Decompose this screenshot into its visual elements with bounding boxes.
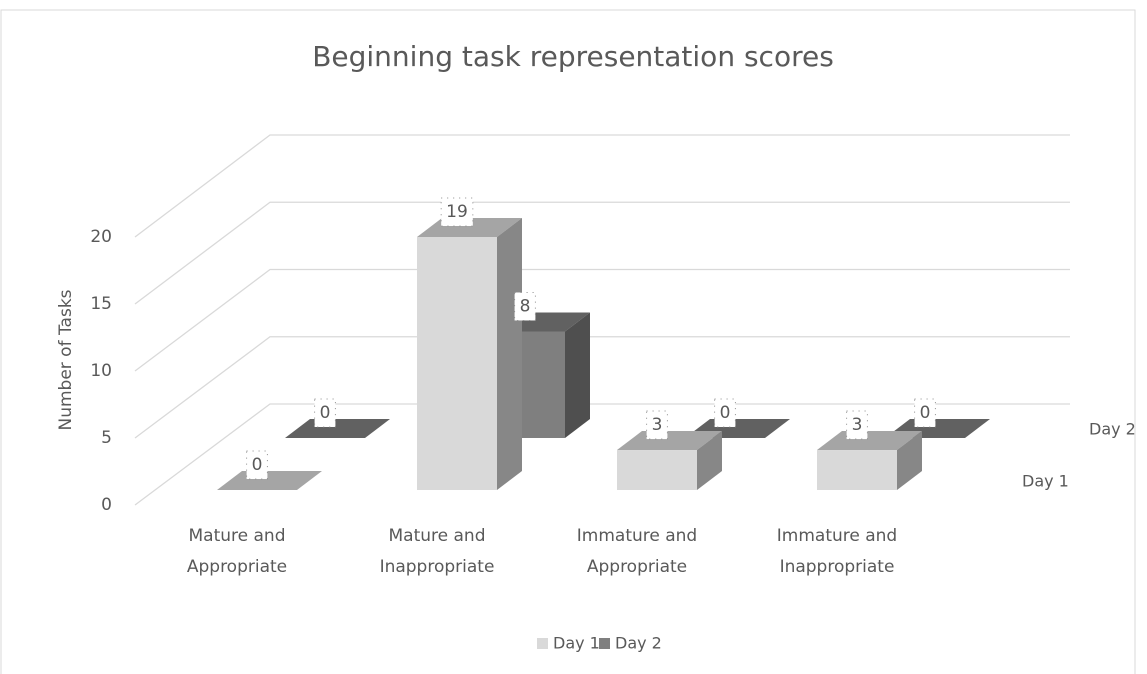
data-label-box (914, 398, 936, 428)
x-tick-label: Mature and Inappropriate (379, 526, 495, 577)
y-tick-label: 0 (101, 495, 112, 515)
data-label-box (714, 398, 736, 428)
chart-title: Beginning task representation scores (312, 40, 834, 73)
legend-swatch (599, 638, 610, 649)
bar-side (697, 431, 722, 490)
data-label-box (514, 291, 536, 321)
bar-front (817, 450, 897, 490)
chart-frame (0, 9, 1136, 674)
data-label-box (246, 450, 268, 480)
data-label: 0 (720, 403, 731, 423)
data-label: 8 (520, 296, 531, 316)
y-axis-label: Number of Tasks (56, 289, 76, 430)
x-tick-label: Mature and Appropriate (186, 526, 288, 577)
bar-side (897, 431, 922, 490)
data-label: 3 (852, 415, 863, 435)
bar-front (617, 450, 697, 490)
data-label: 3 (652, 415, 663, 435)
grid-line (134, 336, 1070, 439)
data-label-box (646, 410, 668, 440)
bar-side (497, 218, 522, 490)
data-label: 0 (320, 403, 331, 423)
grid-line (134, 268, 1070, 372)
y-tick-label: 15 (90, 294, 112, 314)
x-tick-label: Immature and Appropriate (576, 526, 698, 577)
y-tick-label: 5 (101, 428, 112, 448)
depth-label: Day 2 (1089, 420, 1136, 439)
bar-top (217, 471, 322, 490)
data-label: 19 (446, 202, 468, 222)
legend-swatch (537, 638, 548, 649)
bar (417, 218, 522, 490)
x-tick-label: Immature and Inappropriate (776, 526, 898, 577)
grid-line (134, 403, 1070, 506)
bar-top (285, 419, 390, 438)
data-label-box (846, 410, 868, 440)
y-tick-label: 10 (90, 361, 112, 381)
bar-top (817, 431, 922, 451)
bar-top (617, 431, 722, 451)
data-label: 0 (920, 403, 931, 423)
data-label-box (314, 398, 336, 428)
depth-label: Day 1 (1022, 472, 1069, 491)
legend-label: Day 2 (615, 634, 662, 653)
bar-side (565, 312, 590, 438)
bar (817, 431, 922, 490)
bar (617, 431, 722, 490)
data-label: 0 (252, 455, 263, 475)
bar-front (417, 237, 497, 490)
bar (285, 419, 390, 438)
data-label-box (440, 197, 474, 227)
legend-label: Day 1 (553, 634, 600, 653)
bar (217, 471, 322, 490)
grid-line (134, 201, 1070, 305)
grid-line (134, 134, 1070, 238)
y-tick-label: 20 (90, 227, 112, 247)
